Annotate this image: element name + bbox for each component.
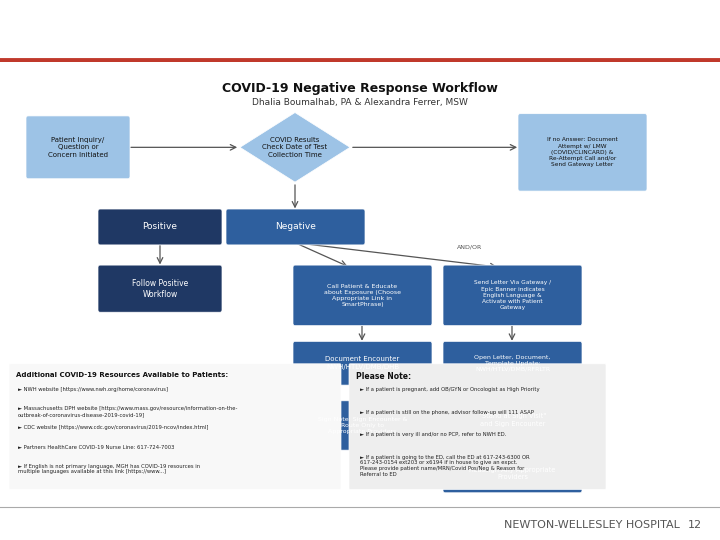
Text: COVID-19 Negative Response Workflow: COVID-19 Negative Response Workflow bbox=[222, 82, 498, 95]
FancyBboxPatch shape bbox=[293, 401, 432, 450]
FancyBboxPatch shape bbox=[98, 265, 222, 312]
Polygon shape bbox=[240, 112, 350, 182]
FancyBboxPatch shape bbox=[349, 364, 606, 489]
FancyBboxPatch shape bbox=[443, 401, 582, 439]
Text: Open Letter, Document,
Template Update:
NWH/HTLV/DMB/RFRLTR: Open Letter, Document, Template Update: … bbox=[474, 355, 551, 372]
FancyBboxPatch shape bbox=[226, 209, 365, 245]
Text: Positive: Positive bbox=[143, 222, 178, 232]
Text: If no Answer: Document
Attempt w/ LMW
(COVID/CLINCARD) &
Re-Attempt Call and/or
: If no Answer: Document Attempt w/ LMW (C… bbox=[547, 138, 618, 167]
Text: "Stand at Sign Visit"
and Sign Encounter: "Stand at Sign Visit" and Sign Encounter bbox=[479, 413, 546, 427]
FancyBboxPatch shape bbox=[98, 209, 222, 245]
Text: ► If a patient is very ill and/or no PCP, refer to NWH ED.: ► If a patient is very ill and/or no PCP… bbox=[360, 432, 506, 437]
Text: 12: 12 bbox=[688, 519, 702, 530]
Text: ► Partners HealthCare COVID-19 Nurse Line: 617-724-7003: ► Partners HealthCare COVID-19 Nurse Lin… bbox=[18, 444, 174, 449]
FancyBboxPatch shape bbox=[293, 265, 432, 326]
Text: ► CDC website [https://www.cdc.gov/coronavirus/2019-ncov/index.html]: ► CDC website [https://www.cdc.gov/coron… bbox=[18, 426, 209, 430]
FancyBboxPatch shape bbox=[293, 341, 432, 385]
Text: ► Massachusetts DPH website [https://www.mass.gov/resource/information-on-the-
o: ► Massachusetts DPH website [https://www… bbox=[18, 407, 238, 417]
Text: COVID Results
Check Date of Test
Collection Time: COVID Results Check Date of Test Collect… bbox=[262, 137, 328, 158]
Text: Negative: Negative bbox=[275, 222, 316, 232]
Text: Additional COVID-19 Resources Available to Patients:: Additional COVID-19 Resources Available … bbox=[16, 372, 228, 377]
Text: Please Note:: Please Note: bbox=[356, 372, 411, 381]
Text: ► If a patient is pregnant, add OB/GYN or Oncologist as High Priority: ► If a patient is pregnant, add OB/GYN o… bbox=[360, 387, 539, 393]
Text: Sign Note: Sign Encounter &
Route Only to
Appropriate Providers: Sign Note: Sign Encounter & Route Only t… bbox=[318, 417, 408, 434]
Text: Call Patient & Educate
about Exposure (Choose
Appropriate Link in
SmartPhrase): Call Patient & Educate about Exposure (C… bbox=[324, 284, 401, 307]
Text: ► If a patient is still on the phone, advisor follow-up will 111 ASAP: ► If a patient is still on the phone, ad… bbox=[360, 410, 534, 415]
FancyBboxPatch shape bbox=[443, 455, 582, 493]
Text: Send Letter Via Gateway /
Epic Banner indicates
English Language &
Activate with: Send Letter Via Gateway / Epic Banner in… bbox=[474, 280, 551, 310]
FancyBboxPatch shape bbox=[26, 116, 130, 179]
FancyBboxPatch shape bbox=[443, 341, 582, 385]
Text: AND/OR: AND/OR bbox=[457, 245, 482, 249]
Text: Follow Positive
Workflow: Follow Positive Workflow bbox=[132, 279, 188, 299]
Text: Dhalia Boumalhab, PA & Alexandra Ferrer, MSW: Dhalia Boumalhab, PA & Alexandra Ferrer,… bbox=[252, 98, 468, 107]
Text: Reassign Any Appropriate
Providers: Reassign Any Appropriate Providers bbox=[469, 467, 556, 481]
FancyBboxPatch shape bbox=[443, 265, 582, 326]
FancyBboxPatch shape bbox=[518, 114, 647, 191]
Text: Document Encounter
NWH/HTLV/DMB/DHB: Document Encounter NWH/HTLV/DMB/DHB bbox=[325, 356, 400, 370]
Text: NEWTON-WELLESLEY HOSPITAL: NEWTON-WELLESLEY HOSPITAL bbox=[504, 519, 680, 530]
Text: ► If English is not primary language, MGH has COVID-19 resources in
multiple lan: ► If English is not primary language, MG… bbox=[18, 464, 200, 475]
Text: Patient Inquiry/
Question or
Concern Initiated: Patient Inquiry/ Question or Concern Ini… bbox=[48, 137, 108, 158]
Text: COVID-19 NEGATIVE Response Workflow: COVID-19 NEGATIVE Response Workflow bbox=[13, 22, 420, 40]
Text: ► If a patient is going to the ED, call the ED at 617-243-6300 OR
617-243-0154 e: ► If a patient is going to the ED, call … bbox=[360, 455, 530, 477]
FancyBboxPatch shape bbox=[9, 364, 341, 489]
Text: ► NWH website [https://www.nwh.org/home/coronavirus]: ► NWH website [https://www.nwh.org/home/… bbox=[18, 387, 168, 393]
